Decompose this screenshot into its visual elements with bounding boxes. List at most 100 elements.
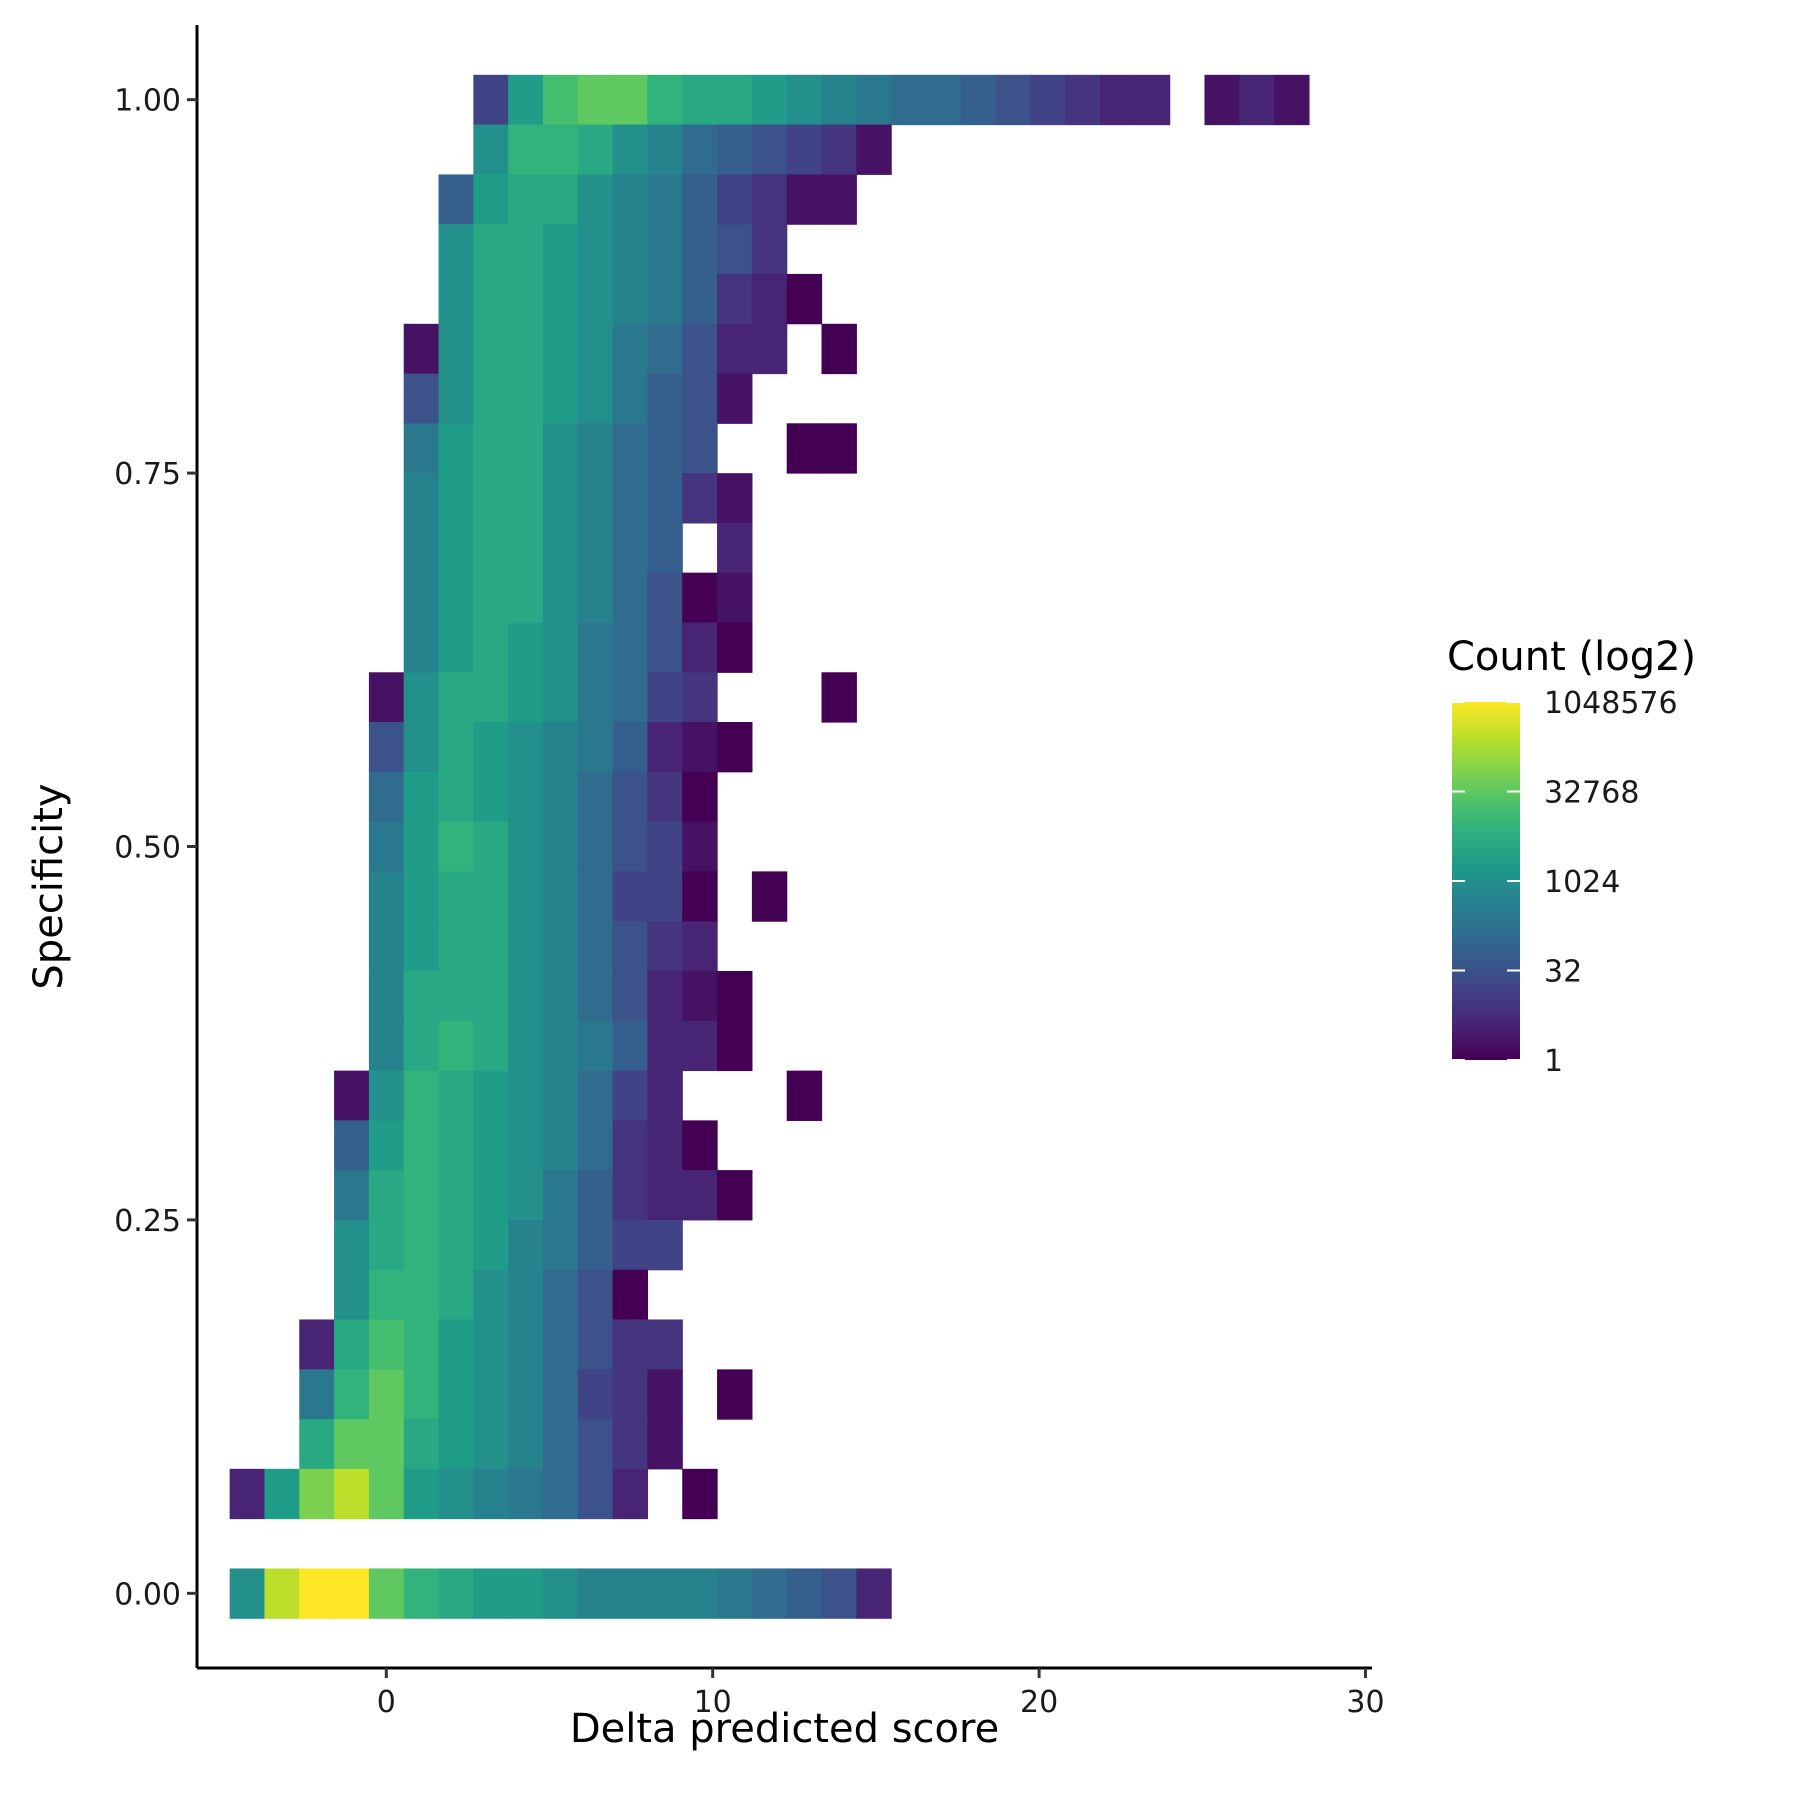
heatmap-tile xyxy=(299,1319,335,1370)
heatmap-tile xyxy=(508,1568,544,1619)
heatmap-tile xyxy=(577,1568,614,1619)
heatmap-tile xyxy=(368,970,405,1022)
heatmap-tile xyxy=(508,1070,544,1121)
heatmap-tile xyxy=(334,1269,370,1321)
heatmap-tile xyxy=(612,1219,649,1271)
heatmap-tile xyxy=(473,1070,509,1121)
heatmap-tile xyxy=(508,672,544,723)
heatmap-tile xyxy=(542,1468,579,1520)
heatmap-tile xyxy=(612,572,649,623)
heatmap-tile xyxy=(368,1419,405,1470)
heatmap-tile xyxy=(473,572,509,623)
heatmap-tile xyxy=(508,124,544,175)
heatmap-tile xyxy=(682,771,718,823)
heatmap-tile xyxy=(438,1070,474,1121)
heatmap-tile xyxy=(473,473,509,524)
heatmap-tile xyxy=(682,373,718,424)
heatmap-tile xyxy=(542,1369,579,1420)
heatmap-tile xyxy=(334,1070,370,1121)
heatmap-tile xyxy=(403,821,440,872)
heatmap-tile xyxy=(821,124,857,175)
heatmap-tile xyxy=(508,1170,544,1221)
heatmap-tile xyxy=(508,970,544,1022)
y-tick-label: 1.00 xyxy=(114,84,181,119)
heatmap-tile xyxy=(368,921,405,972)
heatmap-tile xyxy=(542,473,579,524)
heatmap-tile xyxy=(508,473,544,524)
heatmap-tile xyxy=(438,1369,474,1420)
heatmap-tile xyxy=(438,871,474,922)
heatmap-tile xyxy=(438,722,474,773)
heatmap-tile xyxy=(682,323,718,375)
heatmap-tile xyxy=(577,224,614,275)
heatmap-tile xyxy=(1100,74,1136,126)
heatmap-tile xyxy=(1274,74,1310,126)
heatmap-tile xyxy=(473,970,509,1022)
heatmap-tile xyxy=(542,1219,579,1271)
heatmap-tile xyxy=(508,174,544,225)
heatmap-tile xyxy=(473,1120,509,1171)
heatmap-tile xyxy=(403,1568,440,1619)
heatmap-tile xyxy=(473,722,509,773)
y-axis-title: Specificity xyxy=(26,783,72,989)
heatmap-tile xyxy=(647,921,683,972)
heatmap-tile xyxy=(334,1319,370,1370)
heatmap-tile xyxy=(438,1568,474,1619)
heatmap-tile xyxy=(473,373,509,424)
heatmap-tile xyxy=(717,74,753,126)
heatmap-tile xyxy=(612,273,649,325)
heatmap-tile xyxy=(717,174,753,225)
y-tick-label: 0.00 xyxy=(114,1577,181,1612)
heatmap-tile xyxy=(542,1568,579,1619)
heatmap-tile xyxy=(856,74,892,126)
y-tick-label: 0.75 xyxy=(114,457,181,492)
heatmap-tile xyxy=(438,423,474,474)
heatmap-tile xyxy=(717,1568,753,1619)
heatmap-tile xyxy=(473,871,509,922)
heatmap-tile xyxy=(368,821,405,872)
heatmap-tile xyxy=(508,522,544,574)
heatmap-tile xyxy=(403,622,440,673)
heatmap-tile xyxy=(508,771,544,823)
heatmap-tile xyxy=(473,821,509,872)
heatmap-tile xyxy=(682,921,718,972)
heatmap-tile xyxy=(368,1170,405,1221)
heatmap-tile xyxy=(403,1020,440,1072)
heatmap-tile xyxy=(403,423,440,474)
heatmap-tile xyxy=(438,373,474,424)
heatmap-tile xyxy=(612,373,649,424)
heatmap-tile xyxy=(403,522,440,574)
heatmap-tile xyxy=(473,1319,509,1370)
heatmap-tile xyxy=(438,273,474,325)
heatmap-tile xyxy=(473,1170,509,1221)
heatmap-tile xyxy=(334,1568,370,1619)
heatmap-tile xyxy=(473,74,509,126)
heatmap-tile xyxy=(299,1419,335,1470)
heatmap-tile xyxy=(717,1170,753,1221)
heatmap-tile xyxy=(577,1319,614,1370)
heatmap-tile xyxy=(612,423,649,474)
x-tick-label: 0 xyxy=(377,1685,396,1720)
heatmap-tile xyxy=(577,771,614,823)
heatmap-tile xyxy=(368,1468,405,1520)
heatmap-tile xyxy=(542,622,579,673)
heatmap-tile xyxy=(438,1020,474,1072)
heatmap-tile xyxy=(577,174,614,225)
heatmap-tile xyxy=(438,1319,474,1370)
heatmap-tile xyxy=(368,1120,405,1171)
heatmap-tile xyxy=(473,622,509,673)
heatmap-tile xyxy=(577,672,614,723)
heatmap-tile xyxy=(612,1269,649,1321)
heatmap-tile xyxy=(786,74,823,126)
heatmap-tile xyxy=(821,323,857,375)
heatmap-tile xyxy=(508,921,544,972)
heatmap-tile xyxy=(438,672,474,723)
heatmap-tile xyxy=(368,1020,405,1072)
heatmap-tile xyxy=(542,174,579,225)
heatmap-tile xyxy=(438,1170,474,1221)
heatmap-tile xyxy=(542,722,579,773)
heatmap-tile xyxy=(751,1568,788,1619)
heatmap-tile xyxy=(647,124,683,175)
heatmap-tile xyxy=(682,423,718,474)
